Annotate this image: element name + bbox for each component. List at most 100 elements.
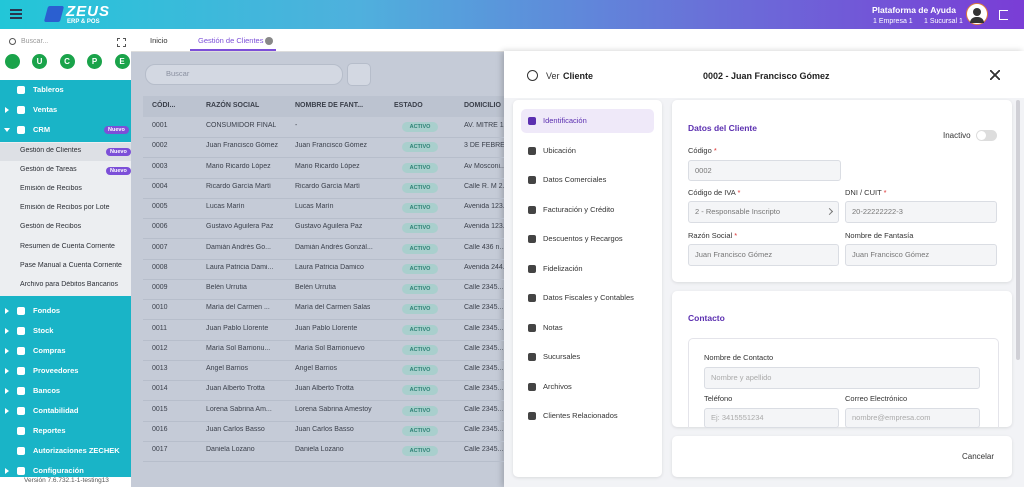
tab-close[interactable] [265, 37, 273, 45]
contact-title: Contacto [688, 313, 725, 323]
menu-item[interactable]: Autorizaciones ZECHEK [33, 445, 120, 455]
cancel-button[interactable]: Cancelar [962, 452, 995, 461]
status-badge: ACTIVO [402, 385, 438, 396]
menu-item[interactable]: CRM [33, 125, 51, 134]
tab[interactable]: Gestión de Clientes [198, 36, 264, 45]
field-label: Código * [688, 146, 717, 155]
nav-item[interactable]: Ubicación [543, 145, 576, 155]
menu-item[interactable]: Fondos [33, 305, 61, 315]
menu-item[interactable]: Configuración [33, 465, 84, 475]
avatar[interactable]: C [59, 54, 75, 69]
input[interactable] [704, 367, 980, 389]
menu-icon [17, 126, 25, 134]
cell: Juan Carlos Basso [206, 425, 265, 433]
badge: Nuevo [104, 126, 129, 134]
submenu-item[interactable]: Resumen de Cuenta Corriente [20, 242, 115, 250]
menu-icon [17, 306, 25, 315]
menu-icon [17, 366, 25, 375]
table-search[interactable] [145, 64, 343, 85]
column-header[interactable]: RAZÓN SOCIAL [206, 102, 260, 109]
row-line [143, 359, 504, 361]
input[interactable] [688, 244, 839, 266]
nav-item[interactable]: Descuentos y Recargos [543, 234, 623, 243]
input[interactable] [845, 244, 997, 266]
table-header [143, 96, 504, 117]
input[interactable] [688, 160, 841, 181]
cell: - [295, 122, 298, 129]
input-placeholder: nombre@empresa.com [852, 413, 931, 422]
submenu-item[interactable]: Gestión de Tareas [20, 166, 77, 174]
column-header[interactable]: ESTADO [394, 102, 423, 109]
expand-icon[interactable] [117, 38, 126, 47]
menu-item[interactable]: Proveedores [33, 365, 79, 375]
scrollbar [1016, 100, 1020, 360]
company[interactable]: 1 Empresa 1 [873, 18, 913, 25]
submenu-item[interactable]: Gestión de Clientes [20, 147, 82, 154]
row-line [143, 218, 504, 219]
submenu-item[interactable]: Pase Manual a Cuenta Corriente [20, 261, 122, 269]
filter-button[interactable] [347, 63, 371, 86]
menu-button[interactable] [10, 9, 22, 19]
input[interactable] [688, 201, 839, 223]
cell: María del Carmen ... [206, 304, 270, 312]
nav-item[interactable]: Identificación [543, 116, 587, 125]
cell: 0012 [152, 344, 168, 352]
nav-item[interactable]: Fidelización [543, 263, 583, 273]
help-link[interactable]: Plataforma de Ayuda [872, 5, 956, 15]
menu-item[interactable]: Stock [33, 325, 54, 335]
status-badge: ACTIVO [402, 405, 438, 416]
column-header[interactable]: CÓDI... [152, 102, 176, 109]
status-badge: ACTIVO [402, 243, 438, 254]
input-placeholder: Nombre y apellido [711, 373, 772, 382]
client-title: Datos del Cliente [688, 123, 757, 133]
nav-item[interactable]: Sucursales [543, 352, 581, 361]
column-header[interactable]: NOMBRE DE FANT... [295, 102, 364, 109]
status-badge: ACTIVO [402, 324, 438, 335]
required-mark: * [734, 231, 738, 240]
submenu-item[interactable]: Gestión de Recibos [20, 223, 82, 231]
cell: Gustavo Aguilera Paz [295, 223, 363, 231]
nav-item[interactable]: Notas [543, 322, 563, 332]
submenu-item[interactable]: Emisión de Recibos por Lote [20, 204, 110, 212]
submenu-item[interactable]: Archivo para Débitos Bancarios [20, 280, 119, 288]
nav-item[interactable]: Clientes Relacionados [543, 411, 618, 420]
avatar[interactable]: U [32, 54, 47, 69]
chevron [5, 407, 9, 414]
row-line [143, 258, 504, 260]
menu-item[interactable]: Contabilidad [33, 405, 79, 415]
menu-item[interactable]: Bancos [33, 385, 61, 395]
nav-item[interactable]: Datos Fiscales y Contables [543, 293, 634, 302]
nav-item[interactable]: Archivos [543, 381, 572, 391]
nav-item[interactable]: Datos Comerciales [543, 175, 607, 184]
menu-item[interactable]: Reportes [33, 425, 66, 435]
menu-item[interactable]: Compras [33, 345, 66, 355]
cell: 0010 [152, 304, 168, 312]
toggle[interactable] [976, 130, 997, 141]
close-button[interactable] [990, 70, 1000, 80]
submenu-item[interactable]: Emisión de Recibos [20, 185, 82, 193]
column-header[interactable]: DOMICILIO [464, 102, 501, 109]
input-value: 2 - Responsable Inscripto [695, 207, 781, 216]
menu-item[interactable]: Ventas [33, 105, 58, 114]
logout-button[interactable] [999, 10, 1008, 20]
nav-item[interactable]: Facturación y Crédito [543, 204, 615, 214]
input[interactable] [704, 408, 839, 428]
cell: 0013 [152, 365, 168, 372]
nav-icon [528, 294, 536, 302]
cell: Belén Urrutia [206, 284, 247, 291]
cell: 0016 [152, 425, 168, 433]
cell: Avenida 123... [464, 203, 504, 210]
menu-item[interactable]: Tableros [33, 85, 64, 94]
tab[interactable]: Inicio [150, 36, 168, 45]
user-avatar[interactable] [966, 3, 988, 25]
input[interactable] [845, 408, 980, 428]
avatar[interactable]: E [114, 54, 130, 69]
sidebar-search[interactable]: Buscar... [21, 38, 49, 45]
branch[interactable]: 1 Sucursal 1 [924, 18, 963, 25]
cell: Calle 2345... [464, 425, 504, 433]
submenu-bg [0, 142, 131, 296]
input[interactable] [845, 201, 997, 223]
avatar[interactable] [5, 54, 20, 69]
avatar[interactable]: P [87, 54, 102, 69]
